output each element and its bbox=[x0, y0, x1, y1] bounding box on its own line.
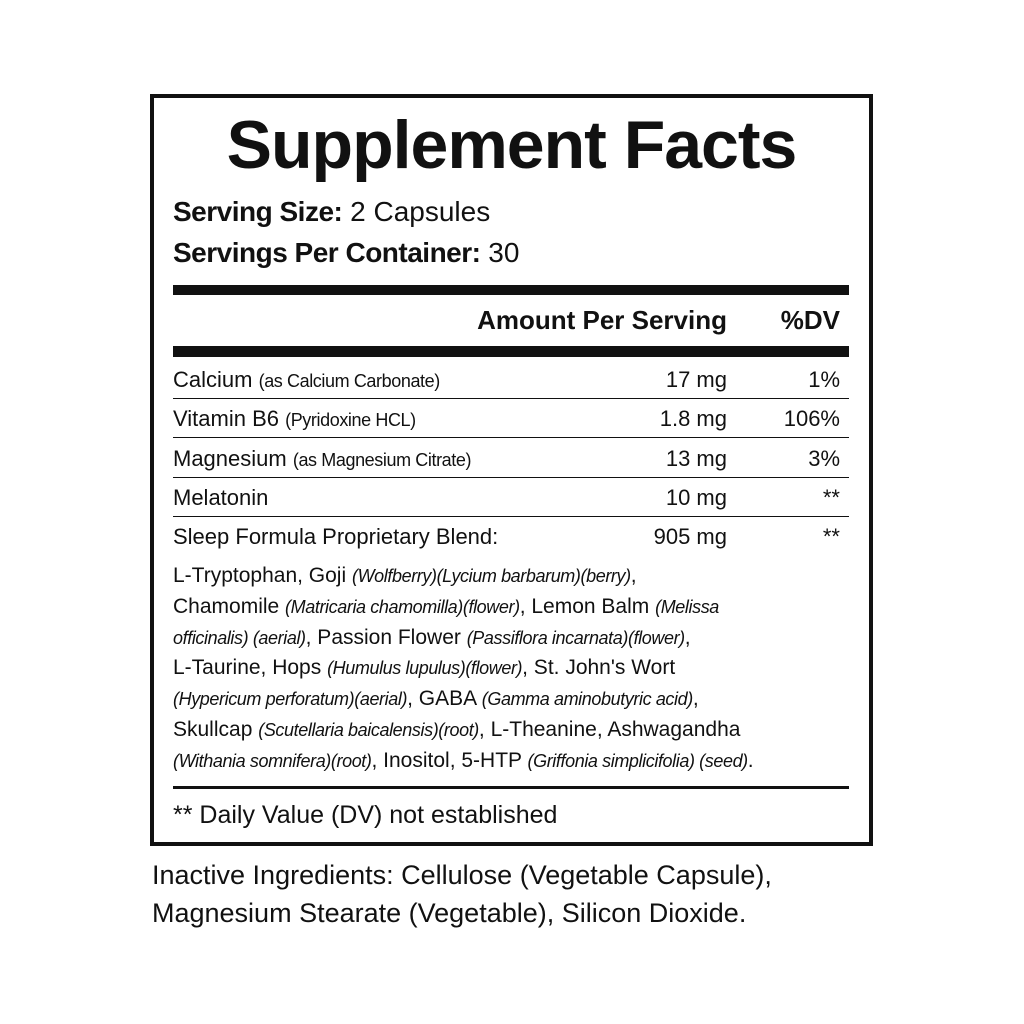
ingredient-text: L-Taurine, Hops bbox=[173, 656, 328, 680]
ingredient-text: , bbox=[630, 564, 637, 587]
nutrient-name: Vitamin B6 bbox=[173, 406, 279, 432]
inactive-ingredients: Inactive Ingredients: Cellulose (Vegetab… bbox=[152, 860, 772, 890]
nutrient-note: (Pyridoxine HCL) bbox=[285, 410, 416, 431]
ingredient-text: (Humulus lupulus)(flower) bbox=[327, 658, 523, 679]
daily-value: 106% bbox=[783, 406, 840, 432]
ingredient-text: (Melissa bbox=[655, 596, 719, 617]
nutrient-name: Sleep Formula Proprietary Blend: bbox=[173, 524, 499, 550]
serving-size: Serving Size: 2 Capsules bbox=[173, 195, 490, 229]
ingredient-text: , Lemon Balm bbox=[519, 594, 656, 618]
blend-line: Skullcap (Scutellaria baicalensis)(root)… bbox=[173, 714, 740, 745]
ingredient-text: (Scutellaria baicalensis)(root) bbox=[258, 720, 479, 740]
nutrient-row: Melatonin 10 mg ** bbox=[173, 478, 849, 517]
nutrient-note: (as Calcium Carbonate) bbox=[258, 371, 441, 391]
nutrient-row: Calcium (as Calcium Carbonate) 17 mg 1% bbox=[173, 360, 849, 399]
blend-line: (Hypericum perforatum)(aerial), GABA (Ga… bbox=[173, 683, 699, 714]
ingredient-text: , GABA bbox=[407, 687, 482, 711]
footnote: ** Daily Value (DV) not established bbox=[173, 801, 558, 829]
header-dv: %DV bbox=[780, 305, 840, 335]
servings-label: Servings Per Container: bbox=[173, 237, 481, 268]
ingredient-text: , Inositol, 5-HTP bbox=[371, 748, 528, 772]
servings-value: 30 bbox=[488, 237, 520, 268]
label-border bbox=[150, 94, 873, 846]
ingredient-text: . bbox=[747, 748, 754, 772]
inactive-ingredients: Magnesium Stearate (Vegetable), Silicon … bbox=[152, 898, 747, 928]
blend-line: Chamomile (Matricaria chamomilla)(flower… bbox=[173, 591, 719, 622]
divider bbox=[173, 786, 849, 789]
blend-line: L-Tryptophan, Goji (Wolfberry)(Lycium ba… bbox=[173, 560, 637, 591]
ingredient-text: (Matricaria chamomilla)(flower) bbox=[285, 596, 520, 617]
nutrient-row: Vitamin B6 (Pyridoxine HCL) 1.8 mg 106% bbox=[173, 399, 849, 439]
nutrient-row: Magnesium (as Magnesium Citrate) 13 mg 3% bbox=[173, 439, 849, 478]
nutrient-name: Calcium bbox=[173, 367, 253, 392]
ingredient-text: officinalis) (aerial) bbox=[173, 627, 306, 648]
nutrient-row: Sleep Formula Proprietary Blend: 905 mg ** bbox=[173, 517, 849, 556]
amount: 1.8 mg bbox=[659, 406, 727, 432]
nutrient-note: (as Magnesium Citrate) bbox=[292, 449, 472, 470]
ingredient-text: L-Tryptophan, Goji bbox=[173, 564, 352, 587]
ingredient-text: (Gamma aminobutyric acid) bbox=[481, 689, 693, 710]
divider-thick bbox=[173, 285, 849, 295]
daily-value: 3% bbox=[808, 445, 840, 471]
serving-size-value: 2 Capsules bbox=[350, 196, 491, 227]
ingredient-text: (Withania somnifera)(root) bbox=[173, 750, 372, 771]
ingredient-text: , Passion Flower bbox=[305, 625, 467, 649]
ingredient-text: , St. John's Wort bbox=[522, 656, 676, 680]
ingredient-text: , L-Theanine, Ashwagandha bbox=[478, 718, 741, 741]
ingredient-text: , bbox=[684, 625, 691, 649]
ingredient-text: Chamomile bbox=[173, 594, 286, 618]
ingredient-text: Skullcap bbox=[173, 718, 259, 741]
daily-value: ** bbox=[822, 484, 840, 510]
ingredient-text: (Passiflora incarnata)(flower) bbox=[466, 627, 685, 648]
blend-line: L-Taurine, Hops (Humulus lupulus)(flower… bbox=[173, 652, 675, 683]
divider-thick bbox=[173, 346, 849, 357]
ingredient-text: , bbox=[692, 687, 699, 711]
nutrient-name: Melatonin bbox=[173, 484, 269, 510]
amount: 17 mg bbox=[665, 367, 727, 392]
amount: 13 mg bbox=[665, 445, 727, 471]
amount: 10 mg bbox=[665, 484, 727, 510]
ingredient-text: (Hypericum perforatum)(aerial) bbox=[173, 689, 408, 710]
header-row: Amount Per Serving %DV bbox=[173, 301, 849, 340]
ingredient-text: (Griffonia simplicifolia) (seed) bbox=[527, 750, 749, 771]
serving-size-label: Serving Size: bbox=[173, 196, 343, 227]
daily-value: 1% bbox=[808, 367, 840, 392]
header-amount: Amount Per Serving bbox=[477, 305, 727, 335]
blend-line: officinalis) (aerial), Passion Flower (P… bbox=[173, 622, 691, 653]
title: Supplement Facts bbox=[226, 107, 798, 183]
daily-value: ** bbox=[822, 524, 840, 550]
blend-line: (Withania somnifera)(root), Inositol, 5-… bbox=[173, 745, 754, 776]
ingredient-text: (Wolfberry)(Lycium barbarum)(berry) bbox=[351, 566, 631, 586]
servings-per-container: Servings Per Container: 30 bbox=[173, 236, 519, 270]
amount: 905 mg bbox=[653, 524, 727, 550]
nutrient-name: Magnesium bbox=[173, 445, 287, 471]
